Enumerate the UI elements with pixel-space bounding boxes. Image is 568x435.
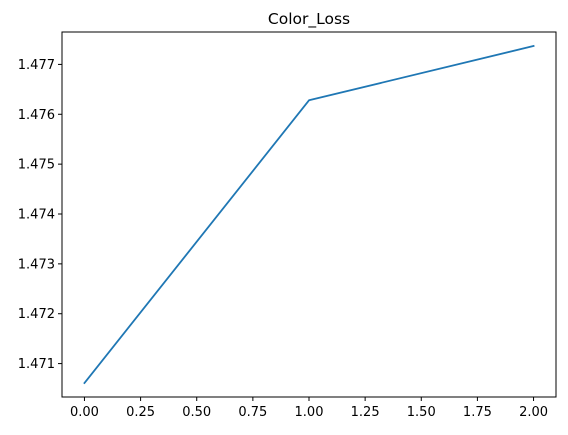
y-tick-label: 1.475 xyxy=(18,158,55,173)
plot-frame xyxy=(61,31,557,398)
x-tick-label: 1.00 xyxy=(295,405,324,420)
x-tick-label: 2.00 xyxy=(519,405,548,420)
x-axis: 0.00 0.25 0.50 0.75 1.00 1.25 1.50 1.75 2.00 xyxy=(70,397,548,420)
y-tick-label: 1.472 xyxy=(18,307,55,322)
x-tick-label: 1.50 xyxy=(407,405,436,420)
y-tick-label: 1.477 xyxy=(18,58,55,73)
plot-series xyxy=(83,44,535,385)
chart-title: Color_Loss xyxy=(268,10,350,29)
y-tick-label: 1.471 xyxy=(18,357,55,372)
x-tick-label: 1.25 xyxy=(351,405,380,420)
y-tick-label: 1.474 xyxy=(18,208,55,223)
x-tick-label: 0.25 xyxy=(126,405,155,420)
series-line xyxy=(83,44,535,385)
y-tick-label: 1.473 xyxy=(18,257,55,272)
y-tick-label: 1.476 xyxy=(18,108,55,123)
x-tick-label: 0.00 xyxy=(70,405,99,420)
x-tick-label: 1.75 xyxy=(463,405,492,420)
x-tick-label: 0.75 xyxy=(238,405,267,420)
y-axis: 1.471 1.472 1.473 1.474 1.475 1.476 1.477 xyxy=(18,58,62,372)
x-tick-label: 0.50 xyxy=(182,405,211,420)
